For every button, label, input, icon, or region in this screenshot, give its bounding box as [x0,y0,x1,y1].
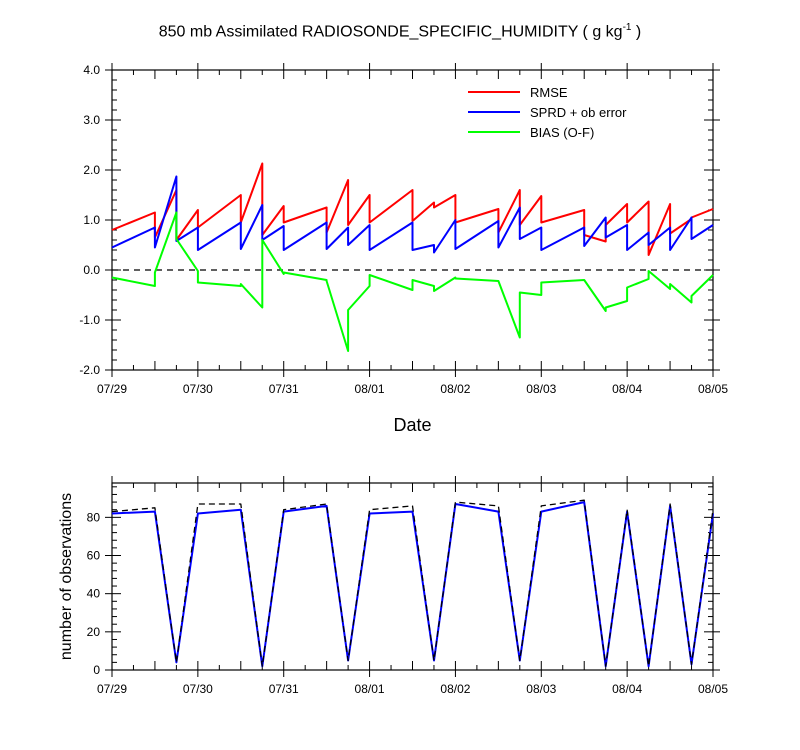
panel1-series-rmse [111,162,714,256]
panel1-xtick-label: 07/31 [269,382,299,396]
panel2-ytick-label: 60 [87,549,101,563]
panel2-xtick-label: 08/01 [355,682,385,696]
panel1-ytick-label: -2.0 [79,363,100,377]
panel2-ytick-label: 20 [87,625,101,639]
panel1-legend-label: BIAS (O-F) [530,125,594,140]
panel1-legend-label: SPRD + ob error [530,105,627,120]
panel1-series-bias-o-f- [111,211,714,352]
panel2-ytick-label: 80 [87,510,101,524]
panel1-ytick-label: -1.0 [79,313,100,327]
panel2-xtick-label: 07/31 [269,682,299,696]
panel2-xtick-label: 08/02 [440,682,470,696]
panel1-ytick-label: 0.0 [83,263,100,277]
panel2-xtick-label: 08/04 [612,682,642,696]
panel1-xtick-label: 08/04 [612,382,642,396]
panel1-ytick-label: 1.0 [83,213,100,227]
panel1-xtick-label: 07/29 [97,382,127,396]
panel1-legend-label: RMSE [530,85,568,100]
panel1-ytick-label: 4.0 [83,63,100,77]
chart-title-superscript: -1 [622,22,632,33]
panel1-xtick-label: 08/05 [698,382,728,396]
panel1-ytick-label: 3.0 [83,113,100,127]
panel1-xtick-label: 08/03 [526,382,556,396]
panel1-series-sprd-ob-error [111,175,714,254]
panel2-series-possible-observations [111,499,714,667]
panel2-xtick-label: 08/05 [698,682,728,696]
panel2-xtick-label: 07/29 [97,682,127,696]
chart-title-text: 850 mb Assimilated RADIOSONDE_SPECIFIC_H… [158,23,623,41]
panel2-xtick-label: 07/30 [183,682,213,696]
panel1-ytick-label: 2.0 [83,163,100,177]
chart-title: 850 mb Assimilated RADIOSONDE_SPECIFIC_H… [0,22,800,41]
panel2-xtick-label: 08/03 [526,682,556,696]
panel1-xtick-label: 07/30 [183,382,213,396]
panel1-xaxis-label: Date [393,415,431,435]
panel1-xtick-label: 08/02 [440,382,470,396]
panel2-series-used-observations [111,501,714,668]
panel2-yaxis-label: number of observations [58,493,75,660]
chart-title-close: ) [631,23,642,41]
panel1-xtick-label: 08/01 [355,382,385,396]
panel2-ytick-label: 0 [93,663,100,677]
panel2-ytick-label: 40 [87,587,101,601]
